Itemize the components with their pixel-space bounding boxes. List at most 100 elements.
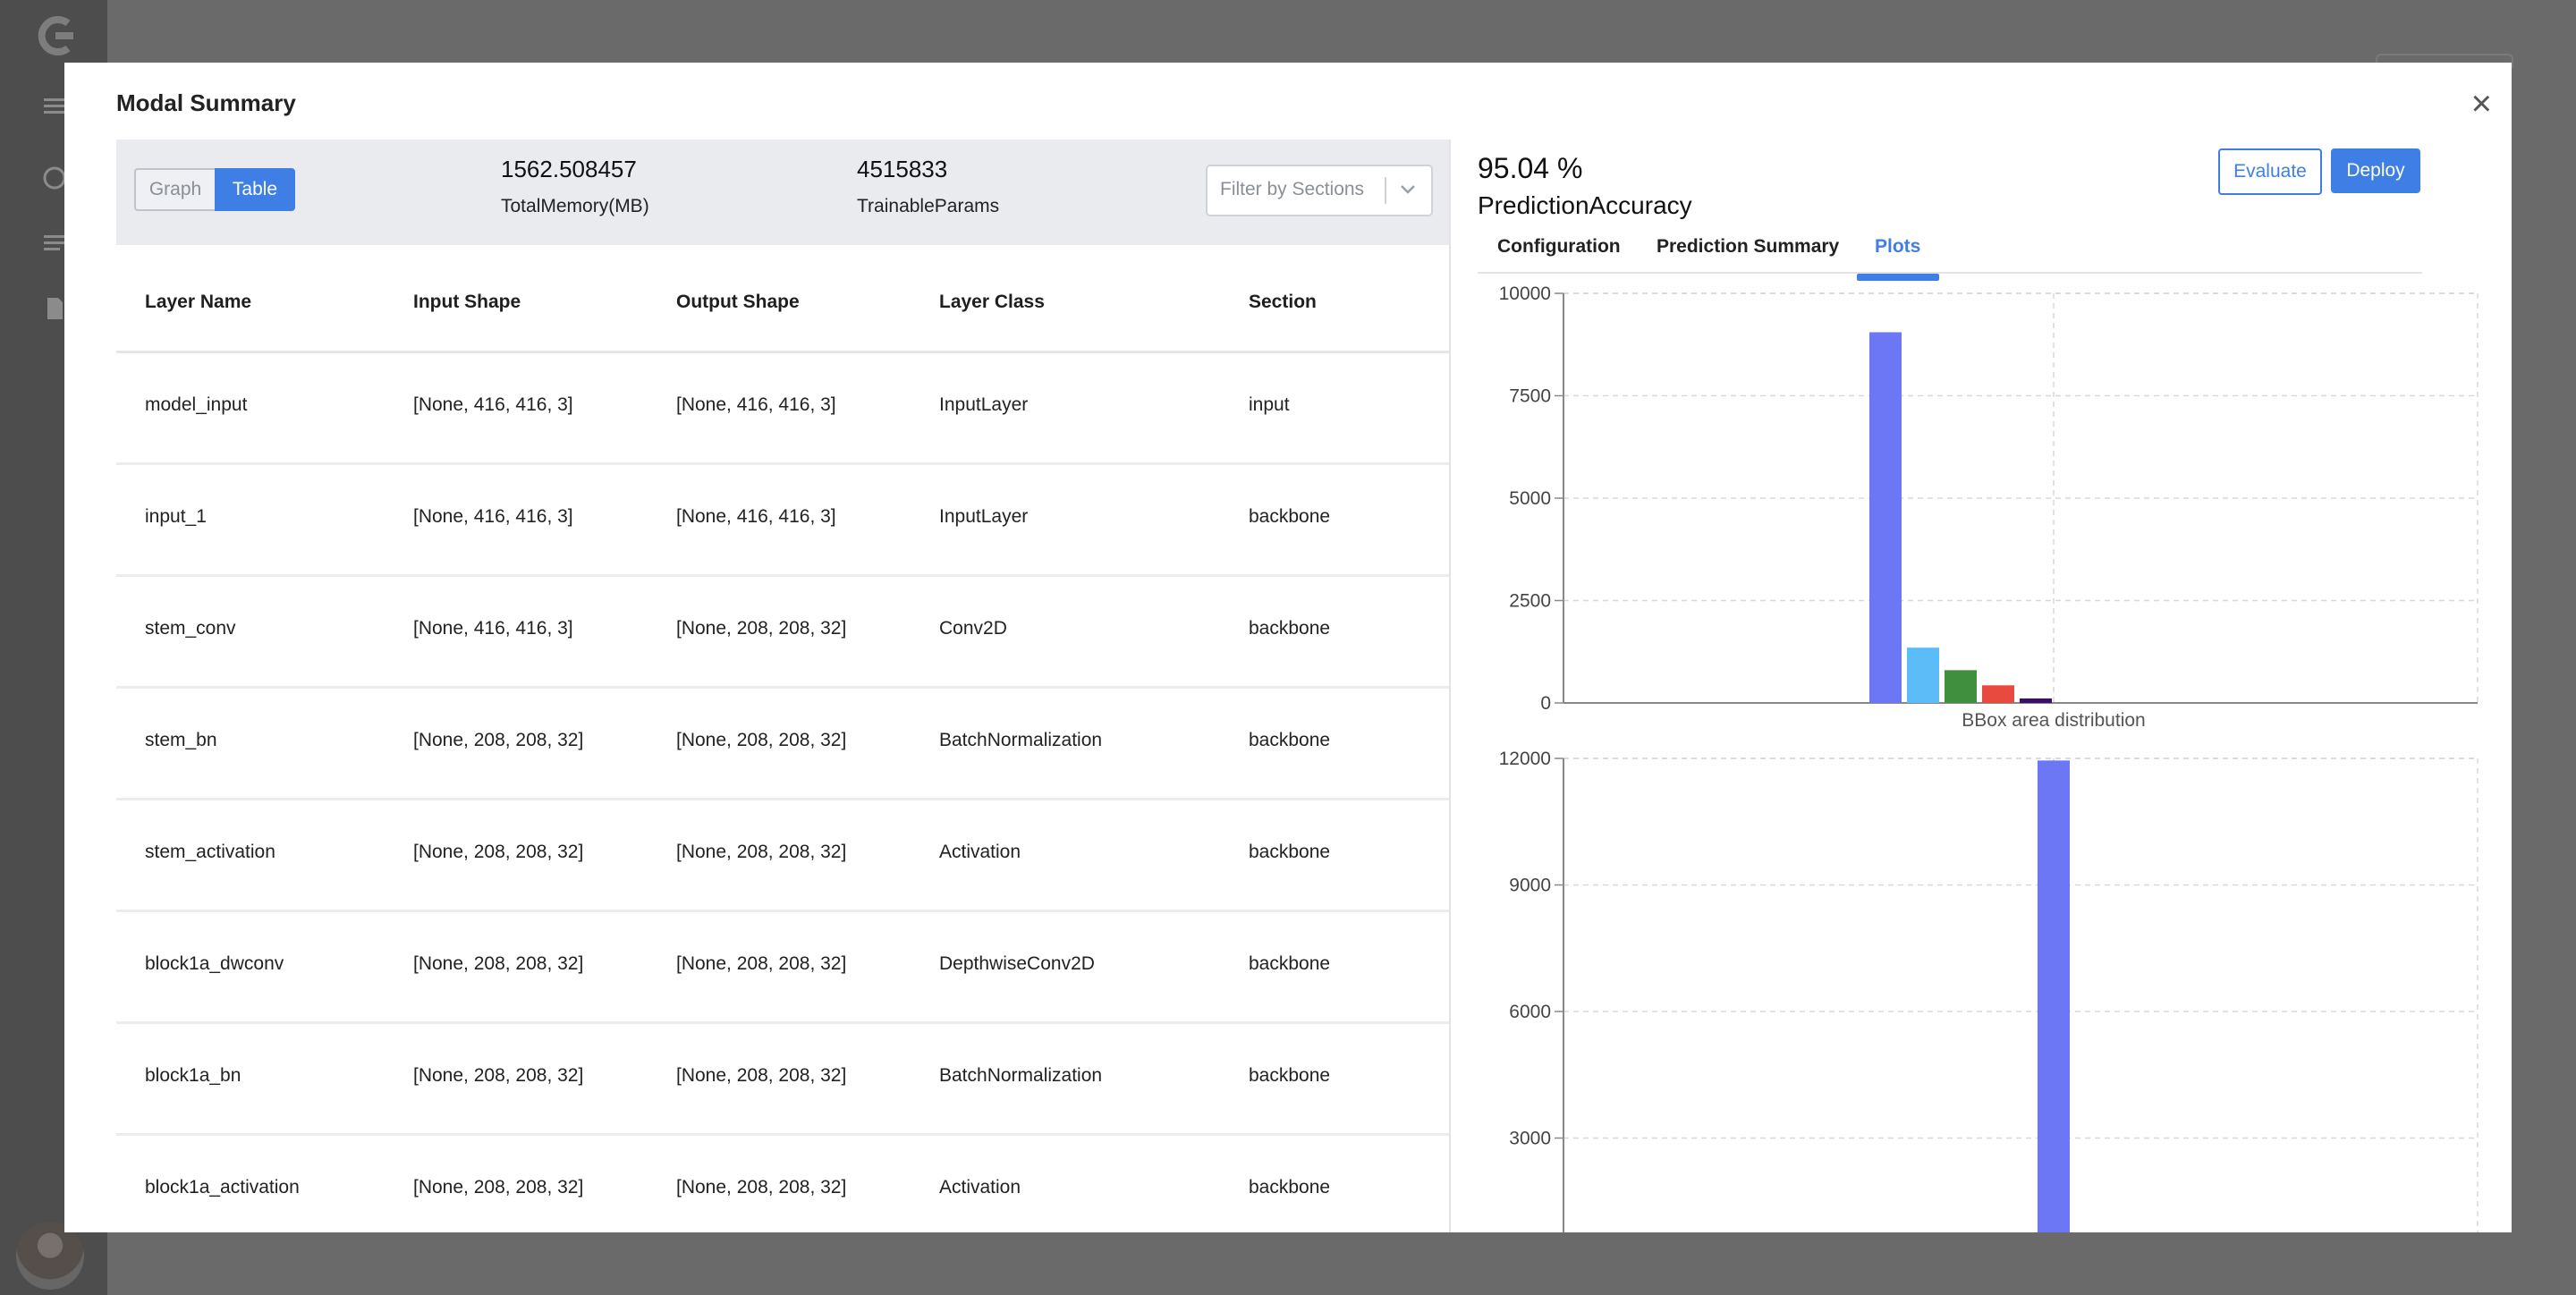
stat-label: TrainableParams — [857, 196, 1000, 216]
chevron-down-icon[interactable] — [1397, 178, 1419, 199]
cell-layer-class: InputLayer — [939, 394, 1029, 415]
cell-output-shape: [None, 208, 208, 32] — [676, 730, 847, 750]
column-header[interactable]: Layer Name — [145, 292, 252, 312]
table-row[interactable]: block1a_bn [None, 208, 208, 32] [None, 2… — [116, 1024, 1449, 1136]
y-tick-label: 9000 — [1509, 876, 1551, 896]
cell-input-shape: [None, 208, 208, 32] — [413, 1177, 584, 1198]
stats-bar: Graph Table 1562.508457 TotalMemory(MB) … — [116, 140, 1449, 245]
y-tick-label: 5000 — [1509, 488, 1551, 509]
cell-layer-class: Activation — [939, 842, 1021, 862]
stat-label: TotalMemory(MB) — [501, 196, 649, 216]
cell-layer-class: Conv2D — [939, 618, 1007, 639]
cell-input-shape: [None, 416, 416, 3] — [413, 506, 573, 527]
filter-placeholder: Filter by Sections — [1220, 179, 1365, 199]
bbox-area-chart: 0 2500 5000 7500 10000 BBox area distribution — [1499, 284, 2479, 731]
bbox-count-chart: 030006000900012000 — [1499, 749, 2479, 1232]
cell-layer-class: BatchNormalization — [939, 1065, 1103, 1086]
bar — [2038, 760, 2070, 1232]
cell-output-shape: [None, 208, 208, 32] — [676, 1065, 847, 1086]
summary-panel: 95.04 % PredictionAccuracy Evaluate Depl… — [1478, 140, 2488, 1232]
list-icon[interactable] — [41, 229, 68, 256]
cell-section: backbone — [1249, 842, 1331, 862]
deploy-button[interactable]: Deploy — [2331, 148, 2420, 193]
document-icon[interactable] — [41, 295, 68, 322]
y-tick-label: 3000 — [1509, 1129, 1551, 1149]
cell-section: input — [1249, 394, 1290, 415]
table-row[interactable]: block1a_dwconv [None, 208, 208, 32] [Non… — [116, 912, 1449, 1024]
cell-section: backbone — [1249, 953, 1331, 974]
cell-section: backbone — [1249, 730, 1331, 750]
summary-tabs: Configuration Prediction Summary Plots — [1478, 227, 2422, 274]
tab-plots[interactable]: Plots — [1875, 236, 1921, 257]
column-header[interactable]: Section — [1249, 292, 1317, 312]
cell-input-shape: [None, 416, 416, 3] — [413, 394, 573, 415]
cell-input-shape: [None, 416, 416, 3] — [413, 618, 573, 639]
table-row[interactable]: stem_bn [None, 208, 208, 32] [None, 208,… — [116, 689, 1449, 800]
cell-output-shape: [None, 416, 416, 3] — [676, 394, 836, 415]
cell-layer-class: Activation — [939, 1177, 1021, 1198]
modal-title: Modal Summary — [116, 89, 296, 116]
cell-section: backbone — [1249, 506, 1331, 527]
cell-output-shape: [None, 208, 208, 32] — [676, 618, 847, 639]
cell-output-shape: [None, 208, 208, 32] — [676, 842, 847, 862]
cell-layer-class: BatchNormalization — [939, 730, 1103, 750]
cell-layer-class: DepthwiseConv2D — [939, 953, 1095, 974]
bar — [1982, 685, 2014, 703]
active-tab-indicator — [1857, 274, 1939, 281]
x-axis-label: BBox area distribution — [1962, 710, 2145, 731]
cell-layer-name: block1a_dwconv — [145, 953, 284, 974]
menu-icon[interactable] — [41, 93, 68, 120]
cell-input-shape: [None, 208, 208, 32] — [413, 842, 584, 862]
table-row[interactable]: input_1 [None, 416, 416, 3] [None, 416, … — [116, 465, 1449, 577]
tab-prediction-summary[interactable]: Prediction Summary — [1657, 236, 1840, 257]
background-button — [2376, 54, 2513, 68]
y-tick-label: 0 — [1540, 693, 1551, 714]
app-logo-icon — [38, 16, 73, 55]
cell-layer-name: stem_bn — [145, 730, 217, 750]
cell-section: backbone — [1249, 618, 1331, 639]
section-filter-select[interactable]: Filter by Sections — [1206, 165, 1433, 216]
close-icon[interactable]: × — [2470, 84, 2492, 123]
total-memory-stat: 1562.508457 TotalMemory(MB) — [501, 156, 649, 217]
layers-panel: Graph Table 1562.508457 TotalMemory(MB) … — [116, 140, 1451, 1232]
cell-layer-name: model_input — [145, 394, 248, 415]
cell-input-shape: [None, 208, 208, 32] — [413, 730, 584, 750]
table-row[interactable]: stem_activation [None, 208, 208, 32] [No… — [116, 800, 1449, 912]
table-row[interactable]: model_input [None, 416, 416, 3] [None, 4… — [116, 353, 1449, 465]
table-toggle-button[interactable]: Table — [215, 168, 295, 211]
y-tick-label: 2500 — [1509, 591, 1551, 612]
cell-output-shape: [None, 208, 208, 32] — [676, 953, 847, 974]
cell-layer-name: stem_activation — [145, 842, 275, 862]
stat-value: 1562.508457 — [501, 156, 637, 182]
column-header[interactable]: Input Shape — [413, 292, 521, 312]
y-tick-label: 12000 — [1499, 749, 1551, 769]
bar — [2020, 698, 2052, 703]
model-summary-modal: Modal Summary × Graph Table 1562.508457 … — [64, 63, 2512, 1232]
y-tick-label: 6000 — [1509, 1002, 1551, 1022]
trainable-params-stat: 4515833 TrainableParams — [857, 156, 999, 217]
avatar[interactable] — [16, 1222, 84, 1290]
view-toggle: Graph Table — [134, 168, 295, 211]
bar — [1907, 648, 1939, 703]
cell-layer-name: block1a_activation — [145, 1177, 300, 1198]
evaluate-button[interactable]: Evaluate — [2218, 148, 2322, 195]
table-row[interactable]: stem_conv [None, 416, 416, 3] [None, 208… — [116, 577, 1449, 689]
bar — [1869, 332, 1902, 703]
column-header[interactable]: Output Shape — [676, 292, 800, 312]
cell-layer-name: stem_conv — [145, 618, 236, 639]
filter-separator — [1385, 177, 1386, 204]
accuracy-label: PredictionAccuracy — [1478, 191, 1692, 219]
cell-section: backbone — [1249, 1177, 1331, 1198]
cell-layer-name: input_1 — [145, 506, 207, 527]
table-row[interactable]: block1a_activation [None, 208, 208, 32] … — [116, 1136, 1449, 1232]
cell-input-shape: [None, 208, 208, 32] — [413, 953, 584, 974]
graph-toggle-button[interactable]: Graph — [134, 168, 215, 211]
column-header[interactable]: Layer Class — [939, 292, 1045, 312]
tab-configuration[interactable]: Configuration — [1497, 236, 1621, 257]
stat-value: 4515833 — [857, 156, 948, 182]
y-tick-label: 7500 — [1509, 386, 1551, 407]
cell-output-shape: [None, 416, 416, 3] — [676, 506, 836, 527]
cell-layer-class: InputLayer — [939, 506, 1029, 527]
cell-input-shape: [None, 208, 208, 32] — [413, 1065, 584, 1086]
cell-layer-name: block1a_bn — [145, 1065, 242, 1086]
